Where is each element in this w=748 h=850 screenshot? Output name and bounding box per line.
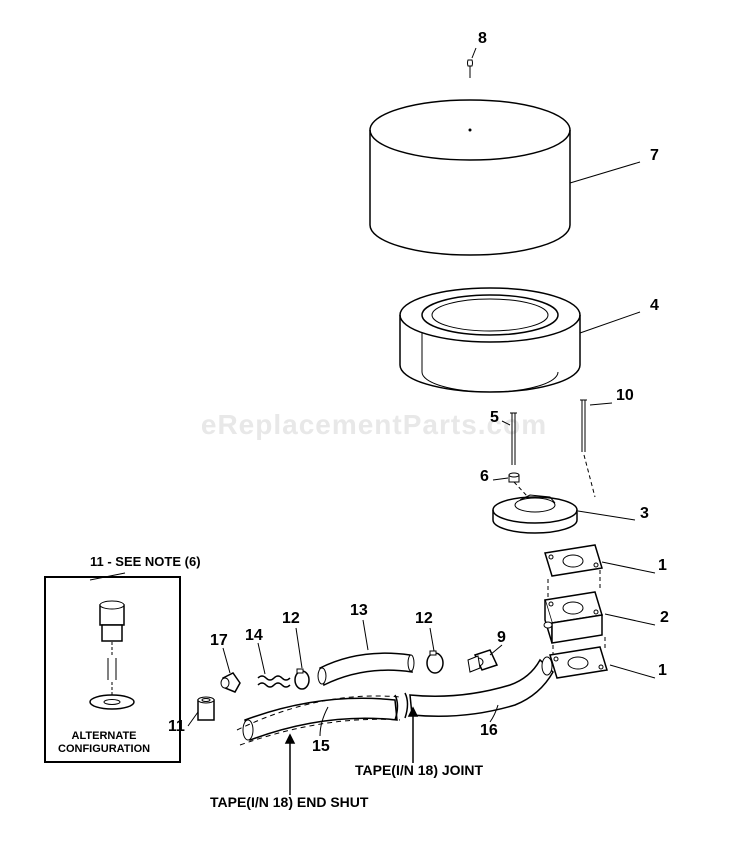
callout-8: 8	[478, 30, 487, 48]
tape-joint-label: TAPE(I/N 18) JOINT	[355, 762, 483, 778]
callout-17: 17	[210, 632, 228, 650]
callout-9: 9	[497, 629, 506, 647]
callout-4: 4	[650, 297, 659, 315]
part-13-hose	[318, 653, 414, 685]
part-2-spacer	[544, 592, 602, 643]
callout-2: 2	[660, 609, 669, 627]
part-10-rod	[580, 400, 587, 452]
callout-5: 5	[490, 409, 499, 427]
callout-3: 3	[640, 505, 649, 523]
callout-1a: 1	[658, 557, 667, 575]
callout-14: 14	[245, 627, 263, 645]
part-3-base	[493, 495, 577, 533]
callout-6: 6	[480, 468, 489, 486]
callout-12a: 12	[282, 610, 300, 628]
part-7-cover	[370, 100, 570, 255]
parts-diagram-svg	[0, 0, 748, 850]
callout-1b: 1	[658, 662, 667, 680]
part-6-nut	[509, 473, 519, 482]
callout-13: 13	[350, 602, 368, 620]
part-5-rod	[510, 413, 517, 465]
callout-11: 11	[168, 718, 185, 736]
callout-12b: 12	[415, 610, 433, 628]
part-14-spring	[258, 676, 290, 687]
part-12-clamp-right	[427, 651, 443, 673]
part-17-elbow	[221, 673, 240, 692]
tape-end-shut-label: TAPE(I/N 18) END SHUT	[210, 794, 368, 810]
alt-config-label: ALTERNATE CONFIGURATION	[58, 730, 150, 756]
callout-7: 7	[650, 147, 659, 165]
part-1-gasket-upper	[545, 545, 602, 576]
part-11-oil-fill	[198, 697, 214, 720]
part-12-clamp-left	[295, 669, 309, 689]
callout-10: 10	[616, 387, 634, 405]
callout-15: 15	[312, 738, 330, 756]
part-1-gasket-lower	[550, 647, 607, 678]
diagram-container: eReplacementParts.com	[0, 0, 748, 850]
part-4-filter	[400, 288, 580, 392]
note-11-label: 11 - SEE NOTE (6)	[90, 554, 201, 569]
part-8-screw	[468, 60, 473, 78]
callout-16: 16	[480, 722, 498, 740]
